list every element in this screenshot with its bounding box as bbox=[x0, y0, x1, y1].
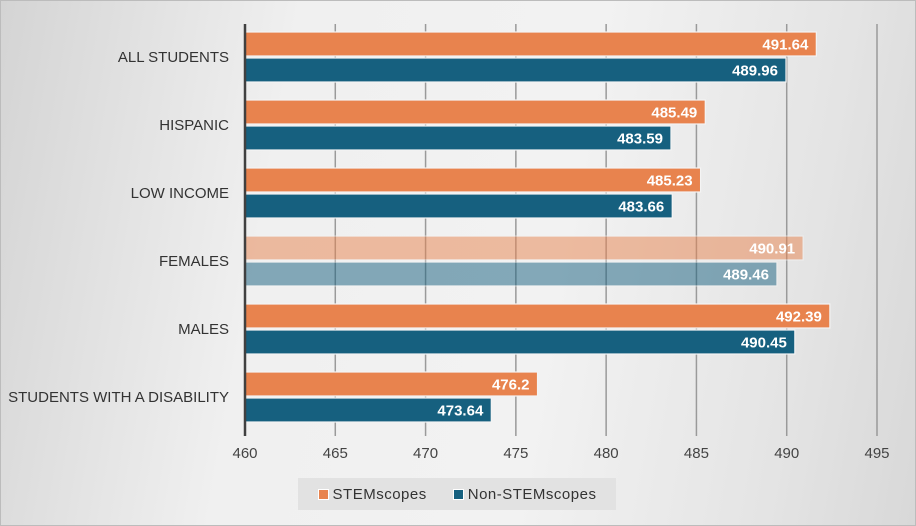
x-tick-label: 480 bbox=[594, 445, 619, 462]
category-label: STUDENTS WITH A DISABILITY bbox=[8, 389, 229, 406]
x-tick-label: 485 bbox=[684, 445, 709, 462]
x-tick-label: 475 bbox=[503, 445, 528, 462]
category-label: FEMALES bbox=[159, 253, 229, 270]
legend: STEMscopes Non-STEMscopes bbox=[298, 478, 616, 510]
data-label: 476.2 bbox=[492, 377, 530, 394]
x-tick-label: 495 bbox=[864, 445, 889, 462]
x-tick-label: 490 bbox=[774, 445, 799, 462]
category-label: HISPANIC bbox=[159, 117, 229, 134]
data-label: 491.64 bbox=[762, 37, 809, 54]
data-label: 492.39 bbox=[776, 309, 822, 326]
bar-stemscopes bbox=[244, 303, 831, 329]
legend-swatch-stemscopes bbox=[317, 488, 329, 500]
data-label: 490.45 bbox=[741, 335, 787, 352]
data-label: 490.91 bbox=[749, 241, 795, 258]
bar-non-stemscopes bbox=[244, 261, 778, 287]
data-label: 473.64 bbox=[437, 403, 484, 420]
bar-non-stemscopes bbox=[244, 193, 673, 219]
bar-non-stemscopes bbox=[244, 397, 492, 423]
x-tick-label: 465 bbox=[323, 445, 348, 462]
data-label: 483.59 bbox=[617, 131, 663, 148]
data-label: 485.49 bbox=[651, 105, 697, 122]
legend-label: Non-STEMscopes bbox=[467, 485, 597, 503]
category-label: LOW INCOME bbox=[131, 185, 229, 202]
data-label: 489.96 bbox=[732, 63, 778, 80]
bar-non-stemscopes bbox=[244, 57, 787, 83]
x-tick-label: 460 bbox=[232, 445, 257, 462]
data-label: 489.46 bbox=[723, 267, 769, 284]
x-tick-label: 470 bbox=[413, 445, 438, 462]
bar-stemscopes bbox=[244, 31, 817, 57]
bar-non-stemscopes bbox=[244, 125, 672, 151]
legend-label: STEMscopes bbox=[332, 485, 427, 503]
bar-stemscopes bbox=[244, 99, 706, 125]
bar-stemscopes bbox=[244, 235, 804, 261]
data-label: 483.66 bbox=[618, 199, 664, 216]
bar-stemscopes bbox=[244, 167, 702, 193]
category-label: MALES bbox=[178, 321, 229, 338]
data-label: 485.23 bbox=[647, 173, 693, 190]
legend-swatch-non-stemscopes bbox=[452, 488, 464, 500]
legend-item-stemscopes: STEMscopes bbox=[317, 485, 427, 503]
bar-stemscopes bbox=[244, 371, 539, 397]
bar-non-stemscopes bbox=[244, 329, 796, 355]
legend-item-non-stemscopes: Non-STEMscopes bbox=[452, 485, 597, 503]
category-label: ALL STUDENTS bbox=[118, 49, 229, 66]
